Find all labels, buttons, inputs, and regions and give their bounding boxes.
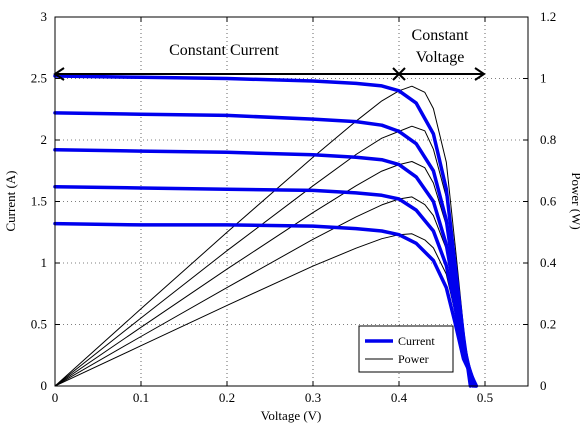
current-curve-3	[53, 148, 477, 388]
constant-voltage-label-line2: Voltage	[416, 49, 465, 66]
x-tick-label: 0	[52, 390, 59, 405]
current-curve-2	[53, 111, 475, 388]
current-curve-5	[53, 221, 479, 388]
y2-tick-label: 1	[540, 71, 547, 86]
y-tick-label: 0	[41, 378, 48, 393]
arrow-head-left	[53, 67, 65, 81]
constant-voltage-label-line1: Constant	[412, 27, 469, 44]
y2-tick-label: 0	[540, 378, 547, 393]
x-tick-label: 0.4	[391, 390, 408, 405]
x-tick-label: 0.5	[477, 390, 493, 405]
plot-frame	[54, 16, 529, 387]
y2-axis-label: Power (W)	[569, 172, 580, 229]
constant-current-label: Constant Current	[169, 42, 279, 59]
y-tick-label: 2	[41, 132, 48, 147]
legend-current-label: Current	[398, 334, 435, 348]
current-curve-4	[53, 184, 478, 388]
arrow-head-right	[474, 67, 486, 81]
y-tick-label: 2.5	[31, 71, 47, 86]
y2-tick-label: 0.2	[540, 317, 556, 332]
x-tick-label: 0.3	[305, 390, 321, 405]
legend-box	[358, 325, 454, 373]
y2-tick-label: 1.2	[540, 9, 556, 24]
region-divider-cross-b	[392, 67, 406, 81]
current-curves	[53, 74, 479, 388]
y-tick-label: 0.5	[31, 317, 47, 332]
current-curve-1	[53, 74, 473, 388]
y-axis-label: Current (A)	[3, 170, 18, 231]
tick-labels: 0 0.1 0.2 0.3 0.4 0.5 0 0.5 1 1.5 2 2.5 3 0 0.2 0.4 0.6 0…	[31, 9, 557, 405]
x-tick-label: 0.1	[133, 390, 149, 405]
y2-tick-label: 0.8	[540, 132, 556, 147]
y-tick-label: 1	[41, 255, 48, 270]
region-annotation: Constant Current Constant Voltage	[53, 27, 486, 81]
y-tick-label: 1.5	[31, 194, 47, 209]
x-tick-label: 0.2	[219, 390, 235, 405]
y-tick-label: 3	[41, 9, 48, 24]
power-curve-1	[54, 85, 471, 387]
legend: Current Power	[358, 325, 454, 373]
y2-tick-label: 0.6	[540, 194, 557, 209]
legend-power-label: Power	[398, 352, 429, 366]
x-axis-label: Voltage (V)	[261, 408, 322, 423]
y2-tick-label: 0.4	[540, 255, 557, 270]
